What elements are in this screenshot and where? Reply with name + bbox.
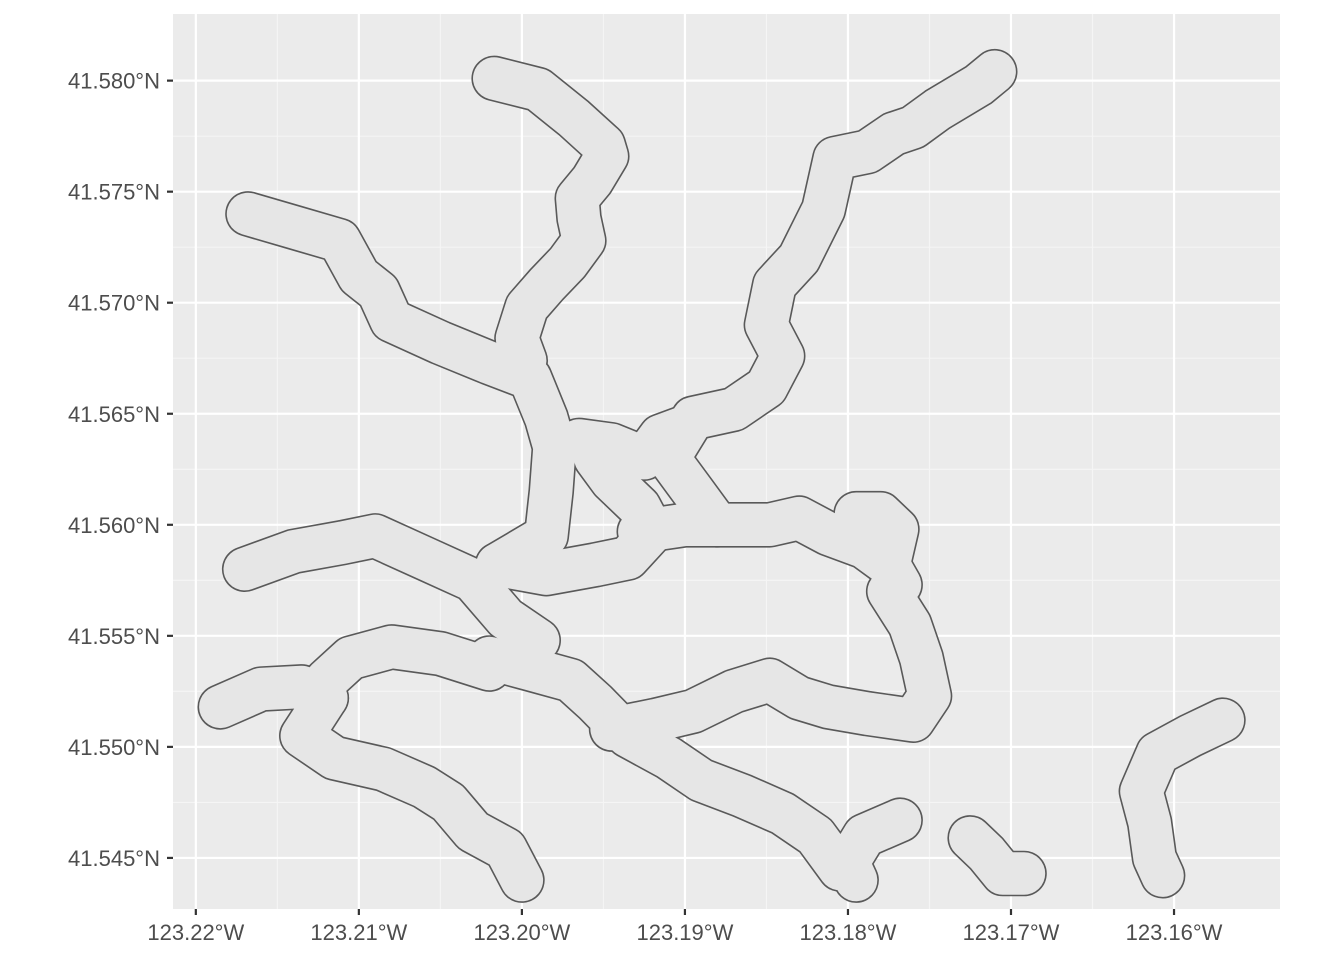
buffer-feature-0 (473, 57, 628, 382)
buffer-feature-7 (834, 492, 919, 586)
buffer-feature-12 (468, 636, 861, 891)
y-tick-label: 41.545°N (68, 846, 160, 871)
x-tick-label: 123.22°W (147, 920, 244, 945)
x-tick-label: 123.17°W (963, 920, 1060, 945)
buffer-feature-11 (280, 676, 544, 902)
buffer-feature-8 (590, 570, 951, 751)
x-tick-label: 123.19°W (636, 920, 733, 945)
buffer-feature-15 (1120, 699, 1245, 897)
buffer-feature-14 (949, 816, 1046, 895)
y-tick-label: 41.550°N (68, 735, 160, 760)
buffer-feature-1 (226, 192, 576, 586)
y-axis: 41.545°N 41.550°N 41.555°N 41.560°N 41.565°N… (68, 69, 173, 871)
y-tick-label: 41.575°N (68, 180, 160, 205)
buffer-feature-3 (223, 514, 560, 662)
x-tick-label: 123.20°W (473, 920, 570, 945)
x-axis: 123.22°W 123.21°W 123.20°W 123.19°W 123.18°W… (147, 909, 1223, 945)
x-tick-label: 123.21°W (310, 920, 407, 945)
buffer-feature-9 (305, 625, 511, 702)
y-tick-label: 41.565°N (68, 402, 160, 427)
y-tick-label: 41.560°N (68, 513, 160, 538)
y-tick-label: 41.570°N (68, 291, 160, 316)
x-tick-label: 123.18°W (800, 920, 897, 945)
buffer-feature-13 (826, 799, 922, 902)
x-tick-label: 123.16°W (1126, 920, 1223, 945)
y-tick-label: 41.580°N (68, 69, 160, 94)
buffer-feature-5 (557, 405, 707, 480)
y-tick-label: 41.555°N (68, 624, 160, 649)
buffer-features (197, 48, 1246, 903)
